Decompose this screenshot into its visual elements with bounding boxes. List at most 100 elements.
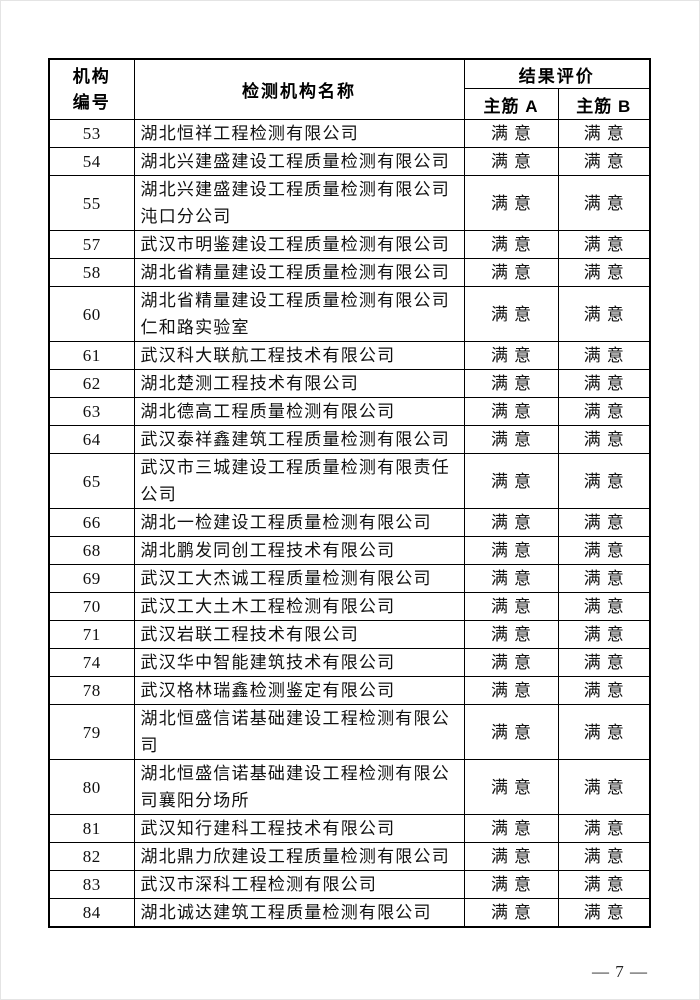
rebar-b-result-cell: 满意 [557, 230, 651, 259]
rebar-b-result-cell: 满意 [557, 814, 651, 843]
header-org-number-line1: 机构 [72, 66, 111, 86]
org-number-cell: 74 [48, 648, 135, 677]
org-name-cell: 湖北德高工程质量检测有限公司 [133, 397, 465, 426]
org-number-cell: 58 [48, 258, 135, 287]
header-rebar-b: 主筋 B [557, 88, 651, 120]
rebar-a-result-cell: 满意 [463, 258, 559, 287]
org-name-cell: 湖北恒盛信诺基础建设工程检测有限公司襄阳分场所 [133, 759, 465, 815]
rebar-b-result-cell: 满意 [557, 759, 651, 815]
org-number-cell: 78 [48, 676, 135, 705]
rebar-b-result-cell: 满意 [557, 870, 651, 899]
org-number-cell: 80 [48, 759, 135, 815]
rebar-b-result-cell: 满意 [557, 564, 651, 593]
table-row: 57 武汉市明鉴建设工程质量检测有限公司 满意 满意 [48, 230, 651, 259]
table-row: 79 湖北恒盛信诺基础建设工程检测有限公司 满意 满意 [48, 704, 651, 760]
org-number-cell: 63 [48, 397, 135, 426]
rebar-a-result-cell: 满意 [463, 870, 559, 899]
table-row: 71 武汉岩联工程技术有限公司 满意 满意 [48, 620, 651, 649]
rebar-a-result-cell: 满意 [463, 620, 559, 649]
rebar-b-result-cell: 满意 [557, 147, 651, 176]
rebar-a-result-cell: 满意 [463, 814, 559, 843]
rebar-b-result-cell: 满意 [557, 620, 651, 649]
table-row: 80 湖北恒盛信诺基础建设工程检测有限公司襄阳分场所 满意 满意 [48, 759, 651, 815]
org-number-cell: 81 [48, 814, 135, 843]
rebar-a-result-cell: 满意 [463, 564, 559, 593]
org-name-cell: 武汉泰祥鑫建筑工程质量检测有限公司 [133, 425, 465, 454]
org-number-cell: 79 [48, 704, 135, 760]
rebar-b-result-cell: 满意 [557, 286, 651, 342]
rebar-b-result-cell: 满意 [557, 119, 651, 148]
table-row: 58 湖北省精量建设工程质量检测有限公司 满意 满意 [48, 258, 651, 287]
table-row: 82 湖北鼎力欣建设工程质量检测有限公司 满意 满意 [48, 842, 651, 871]
rebar-a-result-cell: 满意 [463, 508, 559, 537]
org-name-cell: 湖北恒盛信诺基础建设工程检测有限公司 [133, 704, 465, 760]
rebar-b-result-cell: 满意 [557, 397, 651, 426]
rebar-a-result-cell: 满意 [463, 397, 559, 426]
org-name-cell: 武汉市深科工程检测有限公司 [133, 870, 465, 899]
table-row: 64 武汉泰祥鑫建筑工程质量检测有限公司 满意 满意 [48, 425, 651, 454]
table-row: 69 武汉工大杰诚工程质量检测有限公司 满意 满意 [48, 564, 651, 593]
org-name-cell: 湖北恒祥工程检测有限公司 [133, 119, 465, 148]
org-number-cell: 55 [48, 175, 135, 231]
org-number-cell: 70 [48, 592, 135, 621]
table-row: 66 湖北一检建设工程质量检测有限公司 满意 满意 [48, 508, 651, 537]
rebar-a-result-cell: 满意 [463, 147, 559, 176]
rebar-b-result-cell: 满意 [557, 341, 651, 370]
rebar-a-result-cell: 满意 [463, 453, 559, 509]
org-number-cell: 69 [48, 564, 135, 593]
header-row-sub: 主筋 A 主筋 B [49, 88, 651, 120]
rebar-b-result-cell: 满意 [557, 898, 651, 928]
rebar-b-result-cell: 满意 [557, 648, 651, 677]
org-name-cell: 武汉岩联工程技术有限公司 [133, 620, 465, 649]
rebar-a-result-cell: 满意 [463, 648, 559, 677]
header-row-top: 机构 编号 检测机构名称 结果评价 [48, 58, 651, 120]
rebar-b-result-cell: 满意 [557, 369, 651, 398]
org-number-cell: 57 [48, 230, 135, 259]
org-name-cell: 武汉市三城建设工程质量检测有限责任公司 [133, 453, 465, 509]
page-number: — 7 — [592, 962, 648, 981]
rebar-a-result-cell: 满意 [463, 175, 559, 231]
rebar-b-result-cell: 满意 [557, 508, 651, 537]
rebar-a-result-cell: 满意 [463, 704, 559, 760]
rebar-a-result-cell: 满意 [463, 341, 559, 370]
rebar-b-result-cell: 满意 [557, 536, 651, 565]
table-header: 机构 编号 检测机构名称 结果评价 主筋 A 主筋 B [48, 58, 651, 120]
org-number-cell: 60 [48, 286, 135, 342]
org-number-cell: 65 [48, 453, 135, 509]
rebar-b-result-cell: 满意 [557, 676, 651, 705]
header-result-eval: 结果评价 [463, 58, 651, 89]
rebar-b-result-cell: 满意 [557, 175, 651, 231]
inspection-results-table: 机构 编号 检测机构名称 结果评价 主筋 A 主筋 B 53 湖北恒祥工程检测有限… [48, 58, 651, 928]
rebar-b-result-cell: 满意 [557, 425, 651, 454]
table-body: 53 湖北恒祥工程检测有限公司 满意 满意 54 湖北兴建盛建设工程质量检测有限公司 满意满… [48, 119, 651, 928]
table-row: 63 湖北德高工程质量检测有限公司 满意 满意 [48, 397, 651, 426]
org-name-cell: 湖北省精量建设工程质量检测有限公司仁和路实验室 [133, 286, 465, 342]
rebar-a-result-cell: 满意 [463, 286, 559, 342]
org-number-cell: 64 [48, 425, 135, 454]
org-name-cell: 武汉市明鉴建设工程质量检测有限公司 [133, 230, 465, 259]
rebar-a-result-cell: 满意 [463, 676, 559, 705]
rebar-b-result-cell: 满意 [557, 258, 651, 287]
org-name-cell: 湖北楚测工程技术有限公司 [133, 369, 465, 398]
org-name-cell: 武汉工大杰诚工程质量检测有限公司 [133, 564, 465, 593]
table-row: 83 武汉市深科工程检测有限公司 满意 满意 [48, 870, 651, 899]
rebar-a-result-cell: 满意 [463, 759, 559, 815]
table-row: 68 湖北鹏发同创工程技术有限公司 满意 满意 [48, 536, 651, 565]
org-number-cell: 61 [48, 341, 135, 370]
org-number-cell: 66 [48, 508, 135, 537]
rebar-a-result-cell: 满意 [463, 425, 559, 454]
org-number-cell: 83 [48, 870, 135, 899]
org-name-cell: 湖北兴建盛建设工程质量检测有限公司沌口分公司 [133, 175, 465, 231]
org-name-cell: 湖北诚达建筑工程质量检测有限公司 [133, 898, 465, 928]
org-name-cell: 湖北鼎力欣建设工程质量检测有限公司 [133, 842, 465, 871]
org-name-cell: 武汉科大联航工程技术有限公司 [133, 341, 465, 370]
org-number-cell: 53 [48, 119, 135, 148]
org-name-cell: 武汉工大土木工程检测有限公司 [133, 592, 465, 621]
org-number-cell: 82 [48, 842, 135, 871]
table-row: 74 武汉华中智能建筑技术有限公司 满意 满意 [48, 648, 651, 677]
org-name-cell: 湖北省精量建设工程质量检测有限公司 [133, 258, 465, 287]
rebar-a-result-cell: 满意 [463, 119, 559, 148]
rebar-b-result-cell: 满意 [557, 704, 651, 760]
org-name-cell: 武汉格林瑞鑫检测鉴定有限公司 [133, 676, 465, 705]
rebar-b-result-cell: 满意 [557, 842, 651, 871]
